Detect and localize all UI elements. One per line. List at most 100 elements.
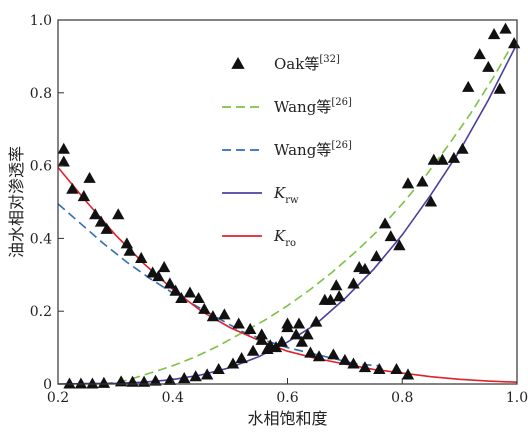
y-tick-label: 0.4 (30, 231, 52, 247)
y-tick-label: 0.2 (30, 304, 52, 320)
data-point (390, 362, 403, 374)
x-tick-label: 0.4 (162, 390, 184, 406)
data-point (157, 261, 171, 273)
data-point (332, 290, 346, 302)
data-point (424, 195, 438, 207)
data-point (312, 350, 326, 362)
x-tick-label: 0.2 (47, 390, 69, 406)
legend-item: Kro (222, 227, 296, 249)
data-point (149, 374, 162, 386)
data-point (482, 60, 495, 72)
legend-label: Krw (273, 184, 299, 206)
data-point (295, 335, 309, 347)
data-point (281, 321, 294, 333)
data-point (384, 230, 397, 242)
y-axis-ticks: 0 0.2 0.4 0.6 0.8 1.0 (30, 13, 64, 393)
legend-label-superscript: [26] (331, 140, 352, 151)
data-point (198, 302, 211, 314)
series-line-3-krw (57, 43, 518, 385)
data-point (499, 22, 512, 34)
data-point (473, 48, 486, 60)
data-point (74, 377, 88, 389)
data-point (77, 190, 90, 202)
data-point (235, 352, 248, 364)
legend-label: Wang等[26] (274, 97, 352, 116)
legend-label-main: Wang等 (274, 141, 331, 159)
data-point (292, 317, 306, 329)
data-point (447, 151, 461, 163)
y-axis-title: 油水相对渗透率 (7, 146, 26, 258)
data-point (275, 335, 288, 347)
data-point (57, 142, 70, 154)
data-point (301, 328, 314, 340)
data-point (212, 362, 225, 374)
legend-label-subscript: ro (285, 238, 296, 249)
data-point (192, 291, 205, 304)
data-point (269, 341, 283, 353)
data-point (206, 310, 220, 322)
data-point (97, 376, 111, 388)
data-point (436, 153, 449, 165)
data-point (146, 266, 159, 278)
data-point (100, 222, 113, 234)
data-point (378, 217, 392, 229)
data-point (135, 251, 148, 263)
data-point (310, 315, 323, 327)
data-point (232, 317, 245, 329)
data-point (226, 357, 240, 369)
data-point (427, 153, 440, 165)
plot-points (57, 22, 521, 389)
x-tick-label: 0.8 (391, 390, 413, 406)
legend-label-superscript: [32] (319, 54, 340, 65)
x-axis-title: 水相饱和度 (247, 409, 327, 428)
data-point (347, 357, 360, 369)
data-point (401, 368, 415, 380)
data-point (347, 277, 360, 289)
data-point (327, 348, 340, 360)
series-line-2-wang-kro (57, 203, 380, 367)
data-point (393, 239, 406, 251)
y-tick-label: 0.8 (30, 86, 52, 102)
data-point (370, 250, 383, 262)
legend-item: Wang等[26] (222, 140, 352, 159)
x-tick-label: 1.0 (506, 390, 528, 406)
legend-item: Krw (222, 184, 299, 206)
data-point (304, 346, 317, 358)
data-point (183, 286, 197, 298)
y-tick-label: 0.6 (30, 159, 52, 175)
data-point (246, 344, 260, 356)
data-point (201, 368, 214, 380)
data-point (401, 177, 415, 189)
x-axis-ticks: 0.2 0.4 0.6 0.8 1.0 (47, 378, 528, 406)
data-point (123, 244, 136, 256)
legend-label: Wang等[26] (274, 140, 352, 159)
data-point (189, 370, 202, 382)
data-point (373, 362, 386, 374)
data-point (255, 328, 268, 340)
data-point (487, 28, 501, 40)
data-point (416, 175, 429, 187)
data-point (324, 293, 337, 305)
data-point (66, 182, 79, 194)
legend-item: Wang等[26] (222, 97, 352, 116)
data-point (86, 377, 99, 389)
data-point (218, 308, 231, 320)
legend-label-main: Oak等 (274, 55, 319, 73)
series-line-1-wang-krw (103, 36, 518, 385)
data-point (175, 291, 188, 304)
data-point (358, 361, 372, 373)
data-point (57, 155, 70, 167)
legend-label-superscript: [26] (331, 97, 352, 108)
legend-label-main: K (273, 184, 286, 202)
data-point (456, 142, 469, 154)
y-tick-label: 1.0 (30, 13, 52, 29)
legend-item: Oak等[32] (231, 54, 340, 73)
legend-marker-triangle (231, 57, 245, 69)
y-tick-label: 0 (43, 377, 52, 393)
data-point (163, 277, 177, 289)
data-point (89, 208, 102, 220)
legend-label: Kro (273, 227, 296, 249)
x-tick-label: 0.6 (276, 390, 298, 406)
